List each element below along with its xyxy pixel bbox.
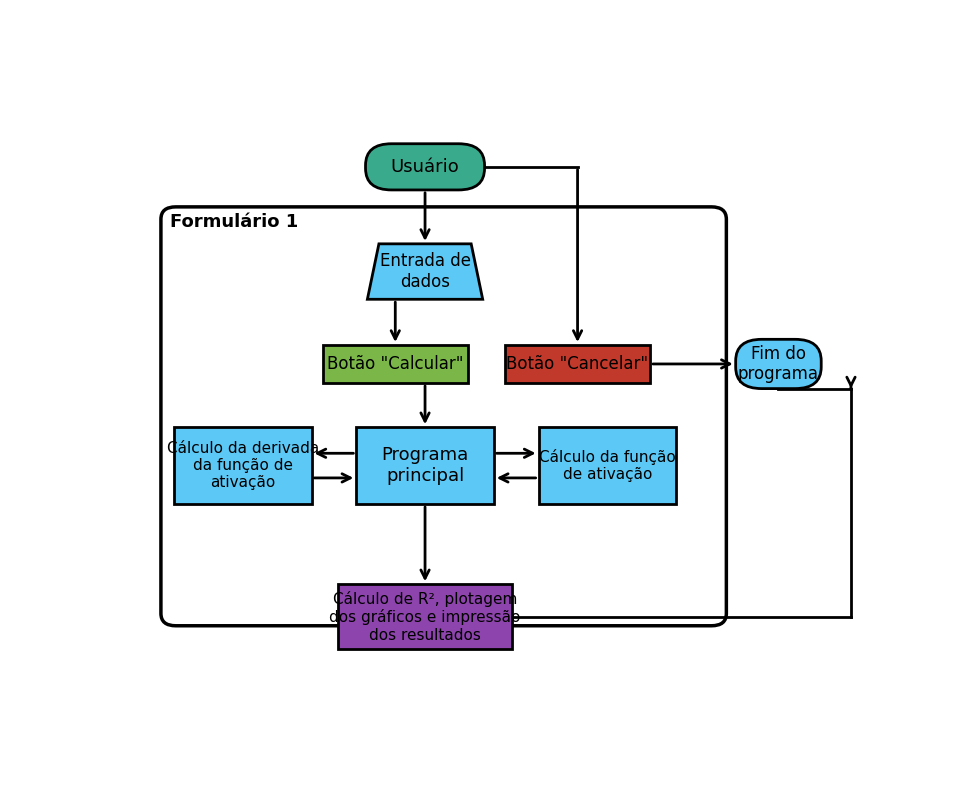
FancyBboxPatch shape — [505, 345, 650, 383]
Text: Botão "Calcular": Botão "Calcular" — [327, 355, 464, 373]
FancyBboxPatch shape — [539, 427, 676, 504]
Text: Cálculo da derivada
da função de
ativação: Cálculo da derivada da função de ativaçã… — [167, 441, 319, 490]
Text: Usuário: Usuário — [391, 158, 460, 176]
Polygon shape — [368, 244, 483, 299]
FancyBboxPatch shape — [735, 339, 821, 389]
Text: Formulário 1: Formulário 1 — [170, 213, 299, 231]
FancyBboxPatch shape — [174, 427, 312, 504]
Text: Programa
principal: Programa principal — [381, 446, 468, 485]
Text: Cálculo da função
de ativação: Cálculo da função de ativação — [539, 449, 676, 482]
FancyBboxPatch shape — [366, 144, 485, 190]
Text: Cálculo de R², plotagem
dos gráficos e impressão
dos resultados: Cálculo de R², plotagem dos gráficos e i… — [329, 590, 520, 642]
FancyBboxPatch shape — [356, 427, 493, 504]
FancyBboxPatch shape — [323, 345, 468, 383]
Text: Fim do
programa: Fim do programa — [738, 345, 819, 383]
Text: Botão "Cancelar": Botão "Cancelar" — [507, 355, 649, 373]
Text: Entrada de
dados: Entrada de dados — [379, 252, 470, 291]
FancyBboxPatch shape — [338, 584, 513, 649]
